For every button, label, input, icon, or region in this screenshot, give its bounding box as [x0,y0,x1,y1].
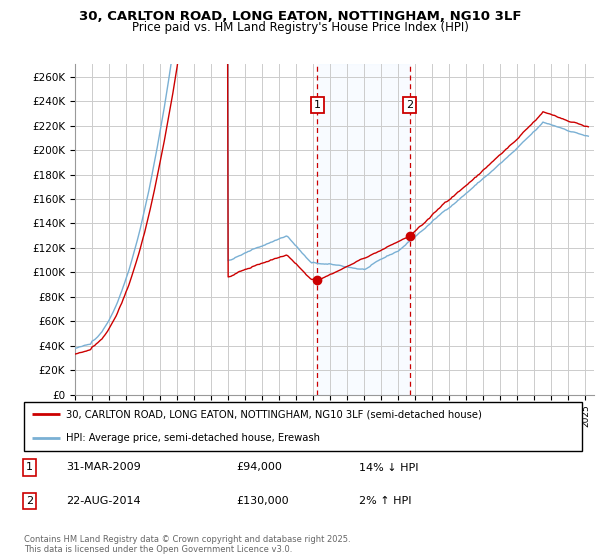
Text: 1: 1 [26,463,33,473]
Text: 2: 2 [26,496,33,506]
Bar [317,64,410,395]
Text: £130,000: £130,000 [236,496,289,506]
Text: 31-MAR-2009: 31-MAR-2009 [66,463,140,473]
Text: 2% ↑ HPI: 2% ↑ HPI [359,496,412,506]
Text: 30, CARLTON ROAD, LONG EATON, NOTTINGHAM, NG10 3LF (semi-detached house): 30, CARLTON ROAD, LONG EATON, NOTTINGHAM… [66,409,482,419]
Text: 22-AUG-2014: 22-AUG-2014 [66,496,140,506]
FancyBboxPatch shape [24,402,582,451]
Text: £94,000: £94,000 [236,463,282,473]
Text: 2: 2 [406,100,413,110]
Text: 14% ↓ HPI: 14% ↓ HPI [359,463,418,473]
Text: 1: 1 [314,100,321,110]
Text: 30, CARLTON ROAD, LONG EATON, NOTTINGHAM, NG10 3LF: 30, CARLTON ROAD, LONG EATON, NOTTINGHAM… [79,10,521,23]
Text: Price paid vs. HM Land Registry's House Price Index (HPI): Price paid vs. HM Land Registry's House … [131,21,469,34]
Text: HPI: Average price, semi-detached house, Erewash: HPI: Average price, semi-detached house,… [66,433,320,443]
Text: Contains HM Land Registry data © Crown copyright and database right 2025.
This d: Contains HM Land Registry data © Crown c… [24,535,350,554]
